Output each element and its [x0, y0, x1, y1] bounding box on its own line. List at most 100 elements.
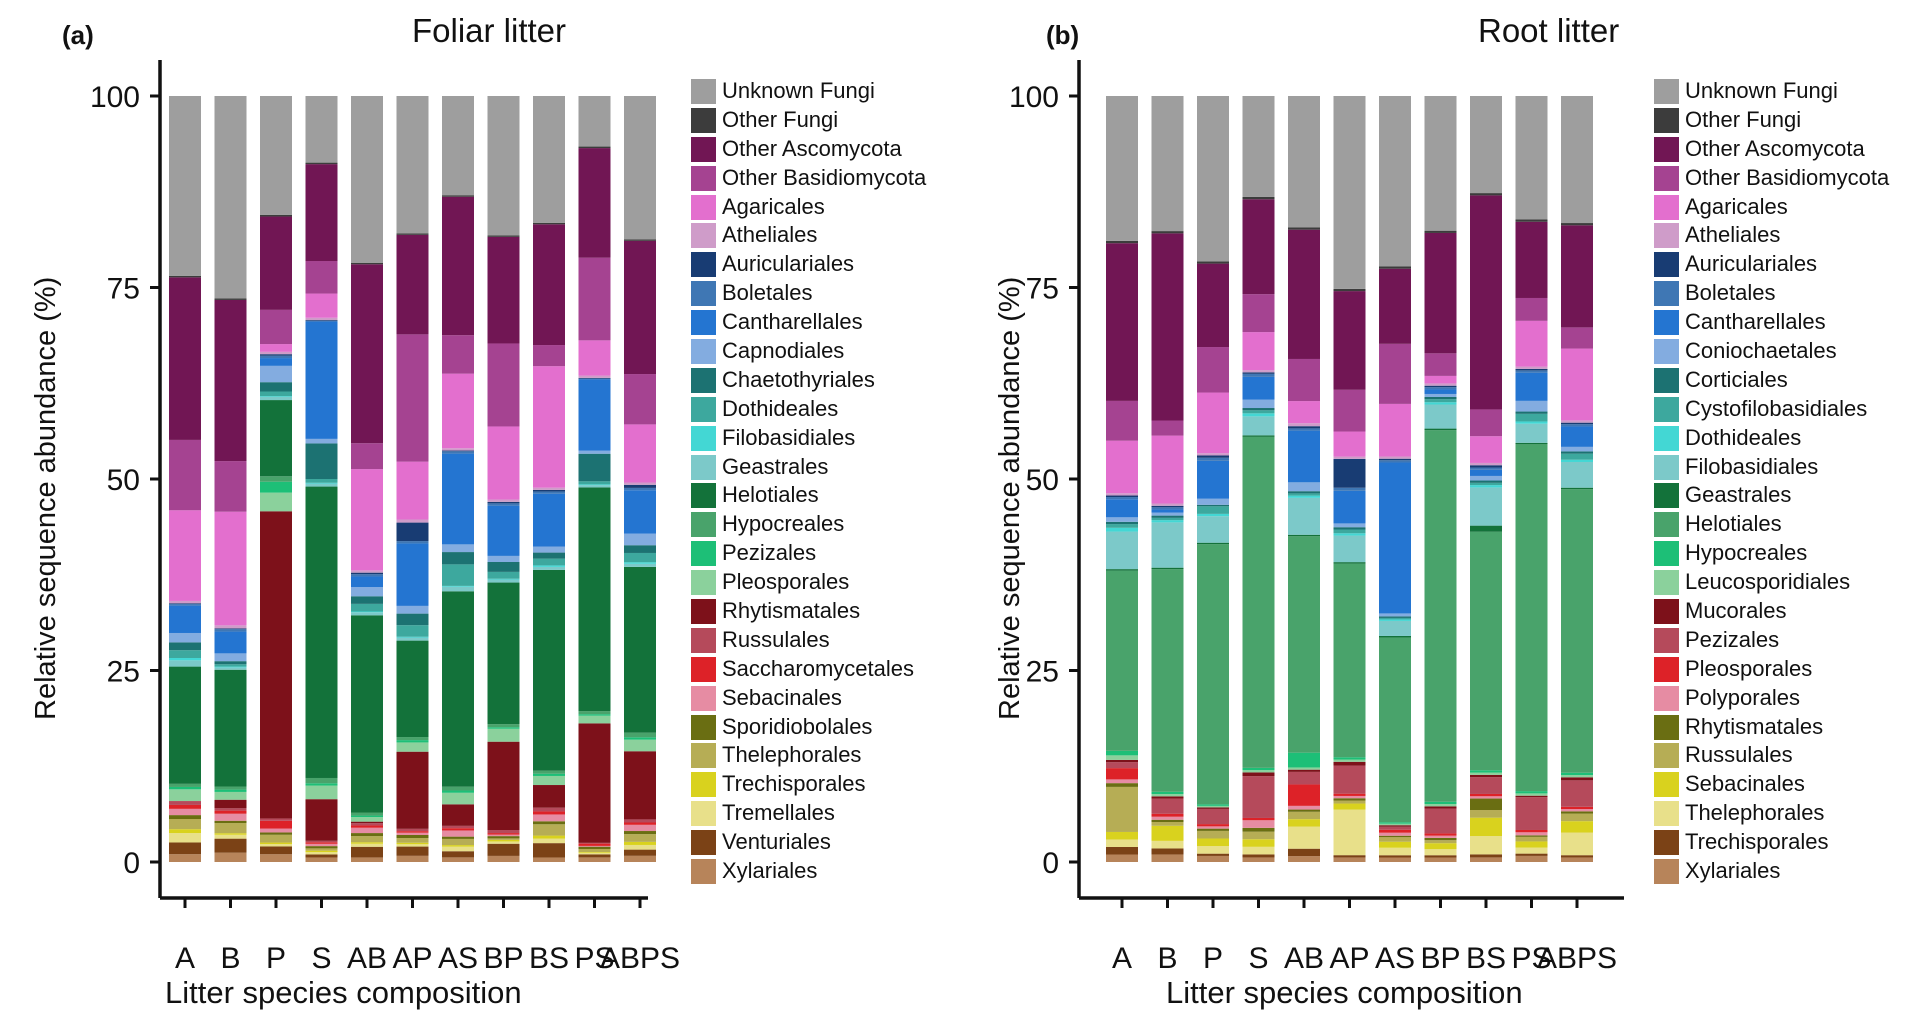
bar-segment	[1516, 421, 1548, 423]
bar-segment	[397, 541, 429, 543]
bar-segment	[306, 439, 338, 444]
bar-segment	[579, 379, 611, 450]
bar-segment	[488, 840, 520, 842]
bar-segment	[442, 564, 474, 586]
legend-swatch	[691, 397, 716, 422]
bar-segment	[351, 612, 383, 615]
bar-segment	[306, 96, 338, 163]
bar-segment	[1425, 387, 1457, 389]
bar-segment	[1197, 831, 1229, 839]
bar-segment	[215, 625, 247, 628]
legend-swatch	[691, 801, 716, 826]
bar-segment	[260, 382, 292, 391]
x-tick-label: B	[1157, 942, 1177, 975]
legend-label: Auriculariales	[722, 250, 854, 278]
bar-segment	[1288, 227, 1320, 229]
bar-segment	[488, 426, 520, 499]
bar-segment	[1561, 488, 1593, 490]
bar-segment	[1334, 459, 1366, 488]
bar-segment	[1470, 96, 1502, 193]
bar-segment	[442, 544, 474, 552]
bar-segment	[215, 821, 247, 823]
bar-segment	[1152, 504, 1184, 506]
bar-segment	[1334, 533, 1366, 535]
bar-segment	[1243, 294, 1275, 332]
bar-segment	[1334, 855, 1366, 857]
bar-segment	[624, 553, 656, 562]
bar-segment	[1197, 461, 1229, 499]
legend-label: Other Fungi	[722, 106, 838, 134]
legend-label: Chaetothyriales	[722, 366, 875, 394]
bar-segment	[397, 334, 429, 461]
bar-segment	[1561, 833, 1593, 856]
legend-swatch	[1654, 801, 1679, 826]
bar-segment	[1470, 483, 1502, 485]
bar-segment	[1243, 377, 1275, 400]
bar-segment	[1516, 856, 1548, 862]
bar-segment	[442, 587, 474, 592]
bar-segment	[1288, 359, 1320, 401]
bar-segment	[533, 836, 565, 839]
bar-segment	[579, 340, 611, 375]
bar-segment	[1470, 532, 1502, 771]
legend-swatch	[691, 455, 716, 480]
bar-segment	[1197, 854, 1229, 856]
bar-segment	[260, 818, 292, 820]
bar-segment	[1288, 812, 1320, 819]
bar-segment	[1152, 436, 1184, 504]
bar-segment	[215, 670, 247, 787]
bar-segment	[442, 826, 474, 828]
bar-segment	[215, 800, 247, 809]
legend-label: Other Fungi	[1685, 106, 1801, 134]
bar-segment	[1334, 562, 1366, 564]
bar-segment	[1379, 266, 1411, 268]
legend-swatch	[1654, 397, 1679, 422]
bar-segment	[1470, 775, 1502, 777]
bar-segment	[488, 583, 520, 725]
bar-segment	[169, 633, 201, 642]
bar-segment	[1334, 796, 1366, 798]
bar-segment	[533, 824, 565, 835]
bar-segment	[260, 396, 292, 397]
bar-segment	[215, 790, 247, 792]
legend-swatch	[691, 859, 716, 884]
bar-segment	[306, 164, 338, 261]
bar-segment	[1425, 840, 1457, 843]
legend-swatch	[1654, 310, 1679, 335]
legend-label: Thelephorales	[1685, 799, 1824, 827]
bar-segment	[1197, 393, 1229, 454]
bar-segment	[1288, 753, 1320, 768]
legend-label: Dothideales	[1685, 424, 1801, 452]
bar-segment	[169, 842, 201, 854]
bar-segment	[579, 148, 611, 258]
legend-swatch	[691, 715, 716, 740]
bar-segment	[397, 519, 429, 522]
legend-label: Mucorales	[1685, 597, 1786, 625]
bar-segment	[1516, 848, 1548, 854]
bar-segment	[488, 844, 520, 856]
bar-segment	[1516, 401, 1548, 412]
bar-segment	[1243, 857, 1275, 862]
bar-segment	[169, 658, 201, 660]
bar-segment	[1379, 822, 1411, 824]
bar-segment	[1106, 768, 1138, 779]
y-tick-label: 100	[90, 81, 140, 114]
bar-segment	[1288, 493, 1320, 495]
legend-swatch	[1654, 859, 1679, 884]
bar-segment	[1243, 818, 1275, 820]
bar-segment	[1243, 197, 1275, 199]
bar-segment	[306, 261, 338, 294]
bar-segment	[1106, 496, 1138, 498]
bar-segment	[1516, 414, 1548, 422]
bar-segment	[1243, 332, 1275, 370]
bar-segment	[1561, 857, 1593, 862]
bar-segment	[260, 476, 292, 481]
bar-segment	[306, 842, 338, 844]
bar-segment	[1152, 854, 1184, 862]
chart-panel-a: (a) Foliar litter Relative sequence abun…	[0, 0, 964, 1017]
legend-label: Sebacinales	[722, 684, 842, 712]
bar-segment	[1561, 460, 1593, 462]
bar-segment	[1152, 506, 1184, 508]
bar-segment	[1379, 842, 1411, 848]
bar-segment	[624, 567, 656, 733]
